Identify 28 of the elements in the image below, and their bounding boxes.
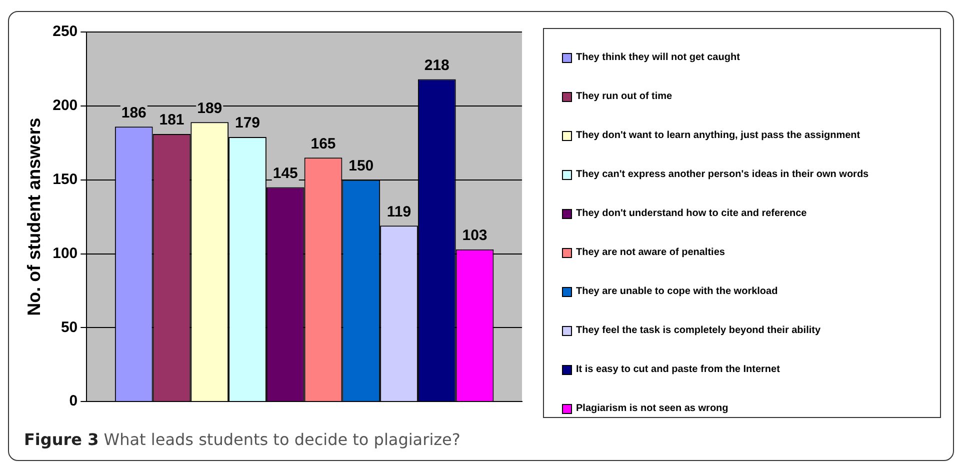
legend-label: They can't express another person's ideas in their own words [576,169,869,180]
y-tick-label: 0 [69,392,78,410]
y-tick-label: 150 [52,170,78,188]
data-label: 145 [272,164,298,182]
y-tick-label: 50 [60,318,78,336]
y-tick-label: 200 [52,97,78,114]
legend-label: They run out of time [576,91,672,102]
data-label: 165 [310,135,336,152]
legend-label: They think they will not get caught [576,52,740,63]
legend-label: Plagiarism is not seen as wrong [576,403,728,414]
text: Figure 3 What leads students to decide to plagiarize? [24,430,460,449]
legend-label: They don't understand how to cite and reference [576,208,807,219]
legend-label: They are unable to cope with the workload [576,286,778,297]
y-tick-label: 250 [52,23,78,40]
data-label: 150 [348,157,374,174]
legend-label: It is easy to cut and paste from the Internet [576,364,780,375]
y-axis-title: No. of student answers [24,118,44,316]
data-label: 218 [424,56,450,74]
data-label: 103 [462,226,488,244]
data-label: 181 [159,112,184,129]
legend-label: They feel the task is completely beyond their ability [576,325,821,336]
legend-label: They are not aware of penalties [576,247,725,258]
data-label: 189 [197,100,222,117]
data-label: 119 [386,203,412,220]
y-tick-label: 100 [52,244,78,262]
legend-label: They don't want to learn anything, just pass the assignment [576,130,860,141]
data-label: 186 [121,104,146,122]
data-label: 179 [234,114,260,132]
